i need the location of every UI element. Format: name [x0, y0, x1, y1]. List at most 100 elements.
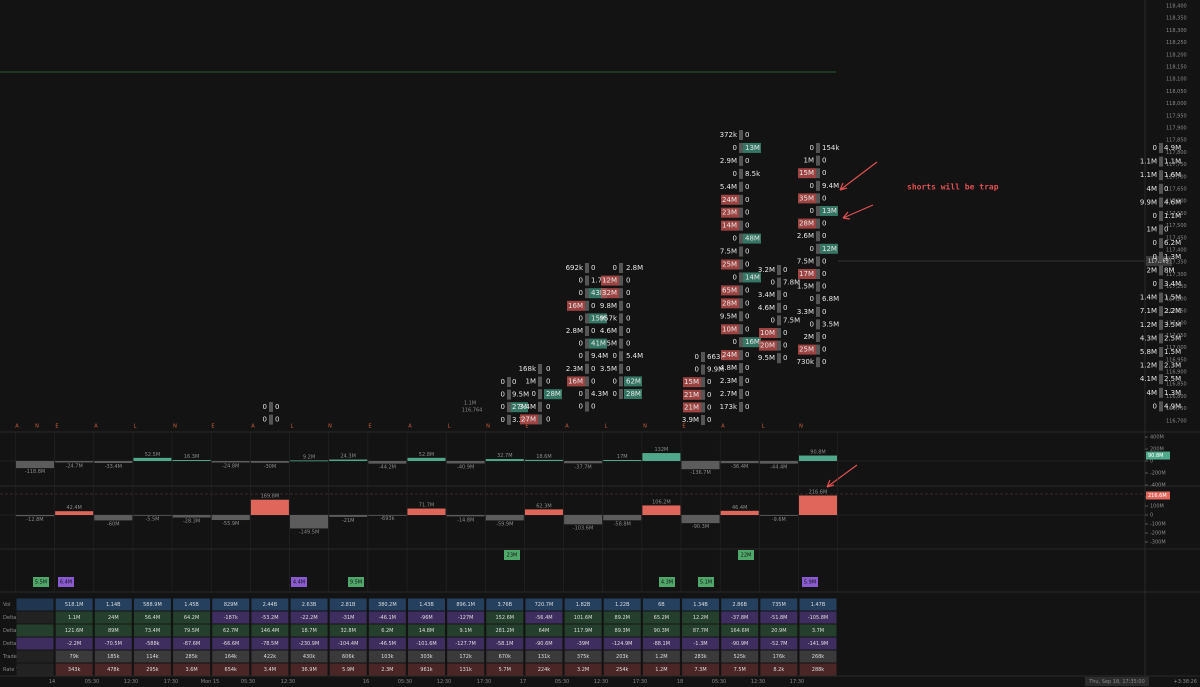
value-label: -693k: [380, 516, 394, 522]
table-value: 254k: [616, 667, 629, 673]
cell-bar: [816, 193, 820, 204]
table-cell: [760, 637, 798, 650]
table-cell: [212, 637, 250, 650]
table-cell: [525, 663, 563, 676]
cell-bar: [816, 306, 820, 317]
bid-volume: 4M: [1147, 389, 1158, 397]
table-cell: [525, 650, 563, 663]
cell-bar: [816, 269, 820, 279]
table-cell: [133, 650, 171, 663]
marker-box: [738, 550, 754, 560]
marker-box: [504, 550, 520, 560]
ask-volume: 0: [745, 312, 749, 320]
value-label: 169.8M: [261, 494, 280, 500]
cell-highlight: [567, 376, 585, 387]
table-cell: [603, 650, 641, 663]
table-cell: [94, 611, 132, 624]
bid-volume: 25M: [722, 261, 737, 269]
value-label: 42.4M: [66, 505, 81, 511]
value-label: -5.5M: [145, 516, 159, 522]
ask-volume: 15M: [591, 314, 606, 322]
table-value: 12.2M: [693, 615, 708, 621]
session-letter: L: [605, 424, 608, 430]
bid-volume: 0: [501, 378, 505, 386]
table-cell: [721, 637, 759, 650]
cell-bar: [619, 275, 623, 286]
table-cell: [368, 637, 406, 650]
session-letter: A: [721, 424, 725, 430]
table-value: 5.9M: [342, 667, 354, 673]
time-label: 12:30: [594, 679, 608, 685]
table-cell: [290, 598, 328, 611]
cell-highlight: [544, 389, 562, 400]
cell-bar: [816, 231, 820, 242]
price-label: 116,800: [1166, 394, 1187, 400]
cell-bar: [538, 414, 542, 425]
value-label: -90.3M: [692, 524, 709, 530]
table-cell: [368, 650, 406, 663]
marker-box: [348, 577, 364, 587]
cell-bar: [1159, 265, 1163, 276]
bid-volume: 4.3M: [1140, 334, 1157, 342]
table-cell: [55, 650, 93, 663]
cell-highlight: [721, 220, 739, 231]
table-cell: [16, 650, 54, 663]
price-label: 116,950: [1166, 357, 1187, 363]
ask-volume: 0: [546, 403, 550, 411]
price-label: 116,700: [1166, 418, 1187, 424]
ask-volume: 0: [745, 351, 749, 359]
value-label: -58.8M: [614, 521, 631, 527]
bid-volume: 0: [613, 377, 617, 385]
price-label: 117,000: [1166, 345, 1187, 351]
bid-volume: 0: [810, 144, 814, 152]
cell-bar: [701, 389, 705, 400]
bid-volume: 1M: [526, 378, 537, 386]
bar: [564, 515, 603, 525]
bar: [799, 455, 837, 461]
cell-highlight: [624, 389, 642, 399]
bid-volume: 957k: [600, 314, 618, 322]
table-value: 185k: [107, 654, 120, 660]
time-label: 12:30: [281, 679, 295, 685]
table-cell: [760, 663, 798, 676]
bid-volume: 0: [263, 403, 267, 411]
table-value: -66.6M: [222, 641, 239, 647]
cell-bar: [739, 311, 743, 322]
value-label: 52.8M: [419, 452, 434, 458]
marker-box: [698, 577, 714, 587]
price-label: 118,100: [1166, 77, 1187, 83]
table-value: -96M: [420, 615, 432, 621]
table-cell: [721, 624, 759, 637]
cell-highlight: [820, 206, 838, 216]
bid-volume: 2.3M: [720, 377, 737, 385]
table-value: 1.82B: [576, 602, 591, 608]
table-value: 24M: [108, 615, 119, 621]
table-cell: [408, 637, 445, 650]
value-label: -37.7M: [574, 464, 591, 470]
table-value: 3.4M: [264, 667, 276, 673]
cell-bar: [538, 376, 542, 387]
cell-bar: [816, 180, 820, 191]
time-label: 16: [363, 679, 369, 685]
bar: [172, 460, 211, 461]
table-value: -56.4M: [535, 615, 552, 621]
ask-volume: 0: [783, 291, 787, 299]
cell-bar: [739, 259, 743, 270]
session-letter: N: [486, 424, 490, 430]
table-value: 281.2M: [495, 628, 514, 634]
bid-volume: 0: [771, 316, 775, 324]
session-letter: N: [799, 424, 803, 430]
cell-bar: [777, 353, 781, 364]
y-tick-label: 200M: [1150, 447, 1164, 453]
cell-bar: [585, 363, 589, 374]
bid-volume: 692k: [566, 264, 584, 272]
table-cell: [133, 598, 171, 611]
ask-volume: 0: [626, 302, 630, 310]
table-cell: [564, 611, 602, 624]
marker-label: 22M: [741, 553, 752, 559]
time-label: Mon 15: [201, 679, 220, 685]
bid-volume: 0: [1153, 402, 1157, 410]
value-label: 18.6M: [536, 454, 551, 460]
cell-bar: [507, 389, 511, 400]
cell-bar: [816, 319, 820, 330]
